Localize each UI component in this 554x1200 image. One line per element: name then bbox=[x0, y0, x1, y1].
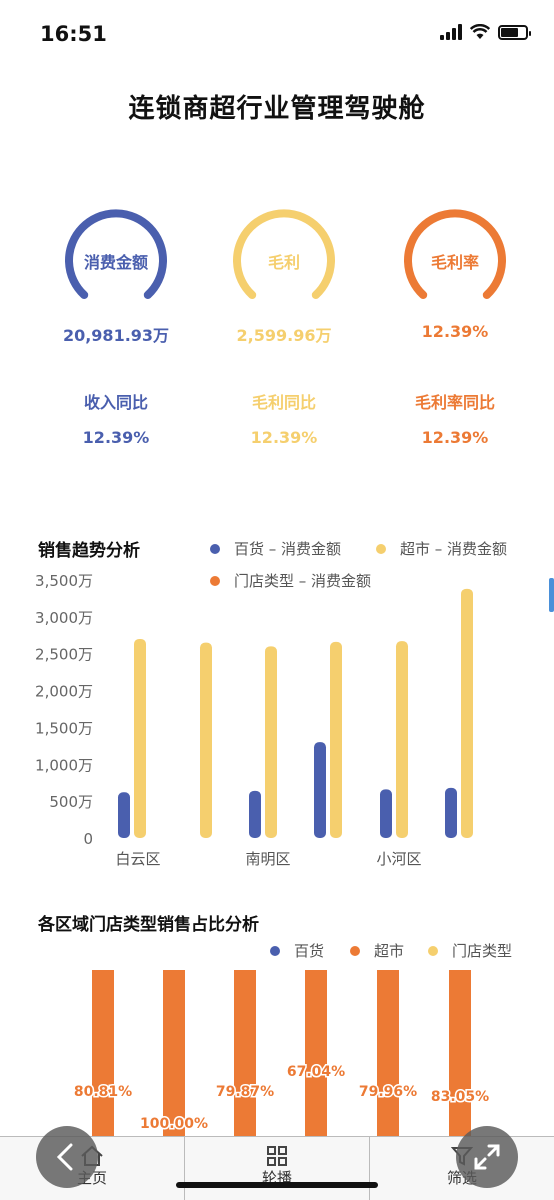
region-share-title: 各区域门店类型销售占比分析 bbox=[38, 915, 259, 935]
kpi-consumption: 消费金额 20,981.93万 收入同比 12.39% bbox=[46, 204, 186, 464]
bar-department bbox=[118, 792, 130, 838]
legend-label: 超市 bbox=[374, 942, 405, 960]
battery-icon bbox=[498, 24, 531, 40]
x-tick-label: 南明区 bbox=[245, 850, 290, 868]
data-label: 100.00% bbox=[140, 1116, 208, 1132]
legend-label: 百货 bbox=[294, 942, 325, 960]
y-tick-label: 3,000万 bbox=[35, 609, 93, 627]
legend-dot bbox=[428, 945, 438, 956]
y-tick-label: 0 bbox=[83, 830, 93, 848]
kpi-label: 毛利率 bbox=[430, 253, 479, 272]
legend-item-store-type[interactable]: 门店类型 – 消费金额 bbox=[210, 570, 371, 591]
kpi-sub-label: 毛利率同比 bbox=[414, 393, 495, 412]
y-tick-label: 3,500万 bbox=[35, 572, 93, 590]
kpi-sub-label: 收入同比 bbox=[83, 393, 148, 412]
bar-supermarket bbox=[163, 970, 185, 1136]
grid-icon bbox=[267, 1146, 287, 1166]
chevron-left-icon bbox=[56, 1143, 73, 1171]
bar-department bbox=[314, 742, 326, 838]
legend-dot bbox=[210, 543, 220, 554]
data-label: 83.05% bbox=[431, 1089, 489, 1105]
back-floating-button[interactable] bbox=[36, 1126, 98, 1188]
x-tick-label: 白云区 bbox=[115, 850, 160, 868]
kpi-sub-label: 毛利同比 bbox=[251, 393, 316, 412]
region-share-chart: 80.81% 100.00% 79.87% 67.04% 79.96% 83.05% bbox=[72, 970, 491, 1136]
gross-profit-ring bbox=[233, 209, 335, 299]
kpi-sub-value: 12.39% bbox=[250, 428, 318, 447]
status-bar: 16:51 bbox=[0, 0, 554, 66]
bar-supermarket bbox=[265, 646, 277, 838]
legend-label: 百货 – 消费金额 bbox=[234, 540, 342, 558]
legend-label: 超市 – 消费金额 bbox=[400, 540, 508, 558]
tab-carousel[interactable]: 轮播 bbox=[185, 1137, 370, 1200]
data-label: 80.81% bbox=[74, 1084, 132, 1100]
bar-supermarket bbox=[200, 642, 212, 838]
y-tick-label: 2,000万 bbox=[35, 683, 93, 701]
sales-trend-title: 销售趋势分析 bbox=[38, 541, 140, 561]
expand-icon bbox=[474, 1144, 500, 1170]
bar-department bbox=[249, 790, 261, 838]
bar-supermarket bbox=[305, 970, 327, 1136]
legend-item-supermarket[interactable]: 超市 – 消费金额 bbox=[376, 538, 507, 559]
legend-item-supermarket[interactable]: 超市 bbox=[350, 940, 404, 961]
gross-margin-ring bbox=[404, 209, 506, 299]
bar-supermarket bbox=[449, 970, 471, 1136]
bar-supermarket bbox=[396, 641, 408, 838]
kpi-value: 2,599.96万 bbox=[236, 326, 332, 345]
legend-dot bbox=[350, 945, 360, 956]
consumption-ring bbox=[65, 209, 167, 299]
legend-label: 门店类型 – 消费金额 bbox=[234, 572, 372, 590]
wifi-icon bbox=[470, 24, 490, 39]
status-time: 16:51 bbox=[40, 22, 107, 46]
y-tick-label: 1,500万 bbox=[35, 719, 93, 737]
bar-supermarket bbox=[461, 588, 473, 838]
page-title: 连锁商超行业管理驾驶舱 bbox=[128, 94, 426, 124]
data-label: 67.04% bbox=[287, 1064, 345, 1080]
legend-label: 门店类型 bbox=[452, 942, 513, 960]
kpi-value: 20,981.93万 bbox=[62, 326, 170, 345]
kpi-gross-profit: 毛利 2,599.96万 毛利同比 12.39% bbox=[214, 204, 354, 464]
bar-supermarket bbox=[234, 970, 256, 1136]
kpi-value: 12.39% bbox=[421, 322, 489, 341]
legend-item-department[interactable]: 百货 bbox=[270, 940, 324, 961]
y-tick-label: 1,000万 bbox=[35, 756, 93, 774]
bar-supermarket bbox=[377, 970, 399, 1136]
y-tick-label: 2,500万 bbox=[35, 646, 93, 664]
bar-supermarket bbox=[330, 641, 342, 838]
bar-supermarket bbox=[92, 970, 114, 1136]
bar-department bbox=[380, 789, 392, 838]
legend-dot bbox=[376, 543, 386, 554]
legend-item-department[interactable]: 百货 – 消费金额 bbox=[210, 538, 341, 559]
x-tick-label: 小河区 bbox=[376, 850, 421, 868]
data-label: 79.87% bbox=[216, 1084, 274, 1100]
kpi-sub-value: 12.39% bbox=[82, 428, 150, 447]
scroll-handle[interactable] bbox=[549, 578, 554, 612]
bar-department bbox=[445, 787, 457, 838]
expand-floating-button[interactable] bbox=[456, 1126, 518, 1188]
legend-dot bbox=[210, 575, 220, 586]
status-icons bbox=[440, 24, 531, 40]
home-indicator bbox=[176, 1182, 378, 1188]
signal-icon bbox=[440, 24, 462, 40]
y-tick-label: 500万 bbox=[49, 793, 93, 811]
legend-item-store-type[interactable]: 门店类型 bbox=[428, 940, 512, 961]
kpi-gross-margin: 毛利率 12.39% 毛利率同比 12.39% bbox=[385, 204, 525, 464]
kpi-label: 毛利 bbox=[267, 253, 300, 272]
kpi-label: 消费金额 bbox=[83, 253, 148, 272]
kpi-sub-value: 12.39% bbox=[421, 428, 489, 447]
bar-supermarket bbox=[134, 638, 146, 838]
data-label: 79.96% bbox=[359, 1084, 417, 1100]
legend-dot bbox=[270, 945, 280, 956]
sales-trend-chart: 3,500万 3,000万 2,500万 2,000万 1,500万 1,000万 500万… bbox=[35, 572, 473, 868]
